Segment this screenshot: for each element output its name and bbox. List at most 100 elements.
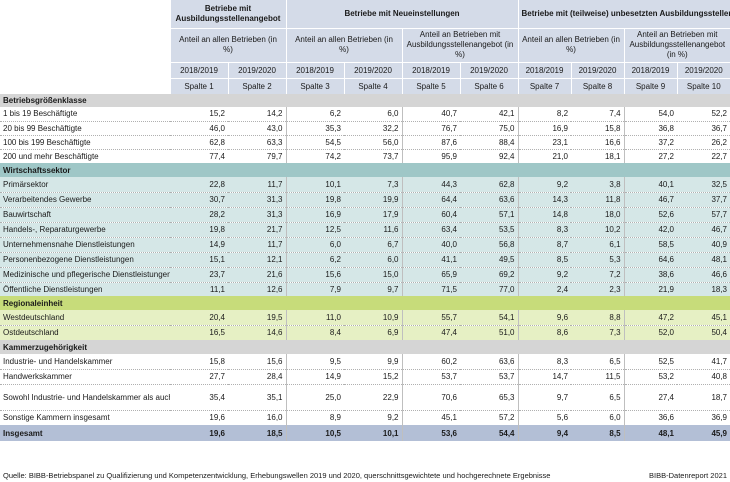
subheader-share-offer-1: Anteil an Betrieben mit Ausbildungsstell… (401, 28, 519, 63)
value-cell: 5,3 (571, 252, 625, 268)
value-cell: 63,6 (460, 354, 519, 370)
value-cell: 14,9 (285, 369, 344, 385)
value-cell: 48,1 (677, 252, 730, 268)
value-cell: 47,4 (401, 325, 460, 340)
row-label: Öffentliche Dienstleistungen (3, 284, 103, 294)
value-cell: 10,9 (344, 310, 402, 326)
value-cell: 14,8 (517, 207, 572, 223)
value-cell: 40,1 (623, 177, 678, 193)
value-cell: 87,6 (401, 135, 460, 150)
value-cell: 19,5 (228, 310, 286, 326)
value-cell: 16,5 (209, 328, 225, 338)
row-label: Unternehmensnahe Dienstleistungen (0, 237, 170, 253)
year-header: 2018/2019 (623, 62, 678, 79)
value-cell: 52,6 (623, 207, 678, 223)
value-cell: 74,2 (285, 149, 344, 163)
value-cell: 8,7 (517, 237, 572, 253)
value-cell: 7,3 (344, 177, 402, 193)
value-cell: 58,5 (623, 237, 678, 253)
total-value-cell: 45,9 (711, 428, 728, 438)
value-cell: 15,6 (285, 267, 344, 283)
table-footer: Quelle: BIBB-Betriebspanel zu Qualifizie… (0, 469, 730, 482)
table-header: Betriebe mit Ausbildungsstellenangebot B… (0, 0, 730, 94)
value-cell: 15,2 (170, 107, 228, 122)
value-cell: 28,2 (170, 207, 228, 223)
value-cell: 10,1 (285, 177, 344, 193)
value-cell: 27,7 (170, 369, 228, 385)
value-cell: 50,4 (711, 328, 728, 338)
value-cell: 41,1 (401, 252, 460, 268)
year-header: 2019/2020 (459, 62, 519, 79)
section-title: Regionaleinheit (0, 296, 730, 310)
table-row: Sonstige Kammern insgesamt 19,6 16,0 8,9 9,2… (0, 410, 730, 425)
column-number: Spalte 4 (343, 78, 402, 94)
value-cell: 47,2 (623, 310, 678, 326)
table-row: 20 bis 99 Beschäftigte 46,0 43,0 35,3 32,2 76… (0, 121, 730, 136)
value-cell: 2,3 (609, 284, 621, 294)
value-cell: 8,6 (517, 325, 572, 340)
value-cell: 11,8 (571, 192, 625, 208)
table-row: 200 und mehr Beschäftigte 77,4 79,7 74,2 73,… (0, 149, 730, 163)
value-cell: 19,6 (209, 413, 225, 423)
value-cell: 6,5 (571, 354, 625, 370)
value-cell: 37,7 (677, 192, 730, 208)
row-label: 100 bis 199 Beschäftigte (0, 135, 170, 150)
value-cell: 40,0 (401, 237, 460, 253)
table-row: Bauwirtschaft 28,2 31,3 16,9 17,9 60,4 57,1 14,… (0, 207, 730, 223)
value-cell: 53,5 (460, 222, 519, 238)
value-cell: 8,5 (517, 252, 572, 268)
row-label: Ostdeutschland (3, 328, 59, 338)
value-cell: 8,4 (285, 325, 344, 340)
value-cell: 6,2 (285, 107, 344, 122)
total-value-cell: 18,5 (266, 428, 283, 438)
value-cell: 63,3 (228, 135, 286, 150)
value-cell: 9,7 (517, 384, 572, 411)
value-cell: 27,4 (623, 384, 678, 411)
subheader-share-all-1: Anteil an allen Betrieben (in %) (169, 28, 286, 63)
table-row: Handwerkskammer 27,7 28,4 14,9 15,2 53,7 53,7 1… (0, 369, 730, 385)
value-cell: 5,6 (517, 410, 572, 425)
value-cell: 26,2 (677, 135, 730, 150)
section-title: Wirtschaftssektor (0, 163, 730, 177)
section-row: Wirtschaftssektor (0, 163, 730, 177)
value-cell: 6,5 (571, 384, 625, 411)
value-cell: 8,8 (571, 310, 625, 326)
value-cell: 23,1 (517, 135, 572, 150)
column-number: Spalte 1 (169, 78, 228, 94)
value-cell: 44,3 (401, 177, 460, 193)
value-cell: 14,6 (266, 328, 283, 338)
section-title: Betriebsgrößenklasse (0, 94, 730, 107)
row-label: Primärsektor (0, 177, 170, 193)
value-cell: 15,2 (344, 369, 402, 385)
table-row: 1 bis 19 Beschäftigte 15,2 14,2 6,2 6,0 40,7 4… (0, 107, 730, 122)
value-cell: 76,7 (401, 121, 460, 136)
subheader-share-offer-2: Anteil an Betrieben mit Ausbildungsstell… (623, 28, 730, 63)
row-label: Verarbeitendes Gewerbe (0, 192, 170, 208)
value-cell: 11,5 (571, 369, 625, 385)
value-cell: 14,3 (517, 192, 572, 208)
row-label: 200 und mehr Beschäftigte (3, 151, 99, 161)
value-cell: 9,5 (285, 354, 344, 370)
value-cell: 77,0 (498, 284, 515, 294)
value-cell: 6,0 (344, 107, 402, 122)
value-cell: 14,9 (170, 237, 228, 253)
table-row: Industrie- und Handelskammer 15,8 15,6 9,5 9… (0, 354, 730, 370)
value-cell: 16,9 (517, 121, 572, 136)
value-cell: 18,7 (677, 384, 730, 411)
value-cell: 62,8 (170, 135, 228, 150)
value-cell: 6,0 (609, 413, 621, 423)
value-cell: 21,0 (517, 149, 572, 163)
value-cell: 19,9 (344, 192, 402, 208)
table-row: Medizinische und pflegerische Dienstleis… (0, 267, 730, 283)
value-cell: 18,3 (711, 284, 728, 294)
value-cell: 2,4 (517, 282, 572, 296)
value-cell: 7,9 (285, 282, 344, 296)
table-row: 100 bis 199 Beschäftigte 62,8 63,3 54,5 56,0… (0, 135, 730, 150)
section-row: Betriebsgrößenklasse (0, 94, 730, 107)
value-cell: 63,6 (460, 192, 519, 208)
value-cell: 22,8 (170, 177, 228, 193)
value-cell: 11,7 (228, 177, 286, 193)
row-label: Bauwirtschaft (0, 207, 170, 223)
value-cell: 15,1 (170, 252, 228, 268)
